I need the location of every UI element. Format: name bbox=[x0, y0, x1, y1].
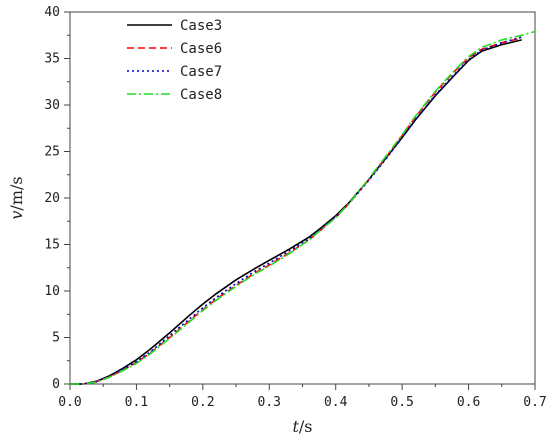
y-tick-label: 15 bbox=[44, 238, 60, 253]
x-tick-label: 0.5 bbox=[390, 395, 413, 410]
x-tick-label: 0.1 bbox=[125, 395, 148, 410]
x-tick-label: 0.3 bbox=[258, 395, 281, 410]
series-layer bbox=[70, 30, 536, 385]
ticks: 0.0 0.1 0.2 0.3 0.4 0.5 0.6 0.7 0 5 10 15 20 25 30 35 40 bbox=[44, 5, 546, 410]
x-tick-label: 0.4 bbox=[324, 395, 348, 410]
x-tick-label: 0.7 bbox=[523, 395, 546, 410]
y-tick-label: 35 bbox=[44, 52, 60, 67]
legend-label-case7: Case7 bbox=[180, 64, 222, 80]
series-line-case6 bbox=[70, 37, 522, 385]
series-line-case3 bbox=[70, 39, 522, 385]
legend-label-case6: Case6 bbox=[180, 41, 222, 57]
y-tick-label: 5 bbox=[52, 331, 60, 346]
legend: Case3 Case6 Case7 Case8 bbox=[127, 18, 222, 103]
y-axis-unit: /m/s bbox=[7, 176, 26, 210]
series-line-case8 bbox=[70, 30, 536, 385]
series-line-case7 bbox=[70, 36, 522, 385]
plot-frame bbox=[69, 11, 536, 385]
y-axis-title: v/m/s bbox=[7, 176, 26, 219]
axes bbox=[69, 11, 536, 385]
x-axis-variable: t bbox=[292, 417, 299, 436]
y-tick-label: 40 bbox=[44, 5, 60, 20]
x-tick-label: 0.0 bbox=[58, 395, 81, 410]
legend-label-case3: Case3 bbox=[180, 18, 222, 34]
legend-label-case8: Case8 bbox=[180, 87, 222, 103]
y-tick-label: 25 bbox=[44, 145, 60, 160]
y-tick-label: 30 bbox=[44, 98, 60, 113]
x-tick-label: 0.2 bbox=[191, 395, 214, 410]
y-tick-label: 20 bbox=[44, 191, 60, 206]
x-axis-unit: /s bbox=[299, 417, 313, 436]
x-tick-label: 0.6 bbox=[457, 395, 480, 410]
y-axis-variable: v bbox=[7, 211, 26, 220]
y-tick-label: 0 bbox=[52, 377, 60, 392]
y-tick-label: 10 bbox=[44, 284, 60, 299]
x-axis-title: t/s bbox=[292, 417, 312, 436]
